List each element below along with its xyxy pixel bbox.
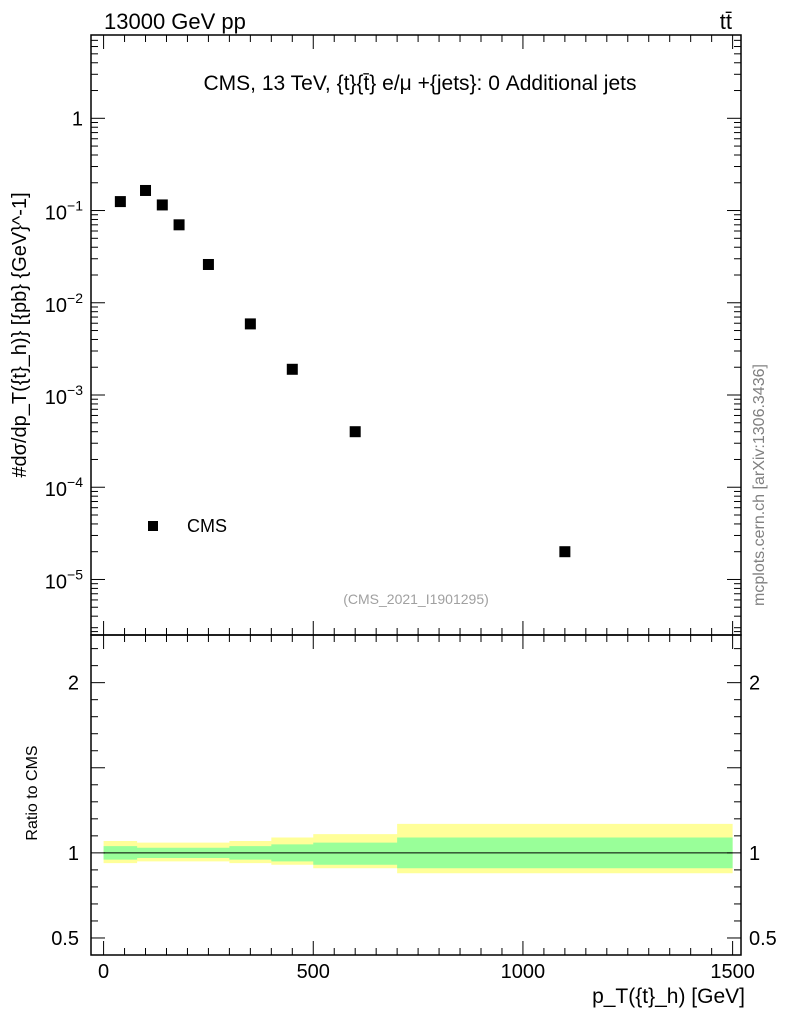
x-tick-label: 500 — [297, 961, 330, 983]
header-left: 13000 GeV pp — [104, 9, 246, 34]
data-point — [244, 318, 256, 330]
header-right: tt̄ — [720, 9, 732, 34]
y-tick-label-ratio-right: 0.5 — [749, 928, 777, 950]
data-point — [202, 258, 214, 270]
data-point — [156, 199, 168, 211]
x-tick-label: 1000 — [501, 961, 546, 983]
watermark: mcplots.cern.ch [arXiv:1306.3436] — [751, 364, 768, 606]
y-tick-label-ratio-right: 1 — [749, 843, 760, 865]
ratio-plot-frame — [90, 634, 742, 956]
data-point — [173, 219, 185, 231]
y-tick-label-ratio-right: 2 — [749, 673, 760, 695]
data-point — [349, 426, 361, 438]
data-point — [140, 184, 152, 196]
ratio-bands — [103, 823, 733, 874]
y-tick-label: 10−2 — [45, 290, 83, 317]
legend-marker-cms — [148, 521, 158, 531]
data-points — [114, 184, 571, 558]
data-point — [286, 363, 298, 375]
x-tick-label: 1500 — [710, 961, 755, 983]
data-point — [559, 546, 571, 558]
x-axis-label: p_T({t}_h) [GeV] — [592, 985, 745, 1008]
axis-ticks: 0 500 1000 1500 1 10−1 10−2 10−3 10−4 10−5 0.5 0.5 1… — [45, 34, 777, 983]
x-tick-label: 0 — [98, 961, 109, 983]
analysis-reference: (CMS_2021_I1901295) — [343, 591, 489, 607]
main-plot-frame — [90, 34, 742, 636]
y-tick-label: 10−4 — [45, 474, 83, 501]
y-tick-label: 10−3 — [45, 382, 83, 409]
ratio-y-axis-label: Ratio to CMS — [24, 745, 41, 840]
y-tick-label: 10−1 — [45, 198, 83, 225]
y-tick-label-ratio: 1 — [68, 843, 79, 865]
legend-label-cms: CMS — [187, 516, 227, 536]
main-y-axis-label: #dσ/dp_T({t}_h)} [{pb} {GeV}^-1] — [9, 192, 31, 477]
y-tick-label-ratio: 2 — [68, 673, 79, 695]
chart-title: CMS, 13 TeV, {t}{t̄} e/μ +{jets}: 0 Addi… — [204, 72, 637, 95]
y-tick-label-ratio: 0.5 — [51, 928, 79, 950]
y-tick-label: 10−5 — [45, 566, 83, 593]
data-point — [114, 196, 126, 208]
y-tick-label: 1 — [72, 108, 83, 130]
